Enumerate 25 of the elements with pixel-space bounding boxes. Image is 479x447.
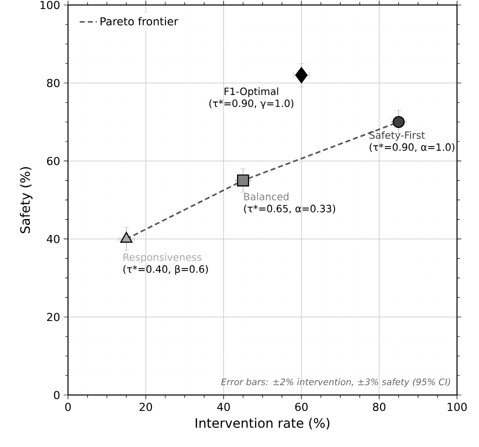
x-tick-label: 60 <box>295 402 308 412</box>
annotation: (τ*=0.40, β=0.6) <box>123 265 208 275</box>
annotation: (τ*=0.65, α=0.33) <box>244 204 336 214</box>
legend-label: Pareto frontier <box>100 16 178 26</box>
x-tick-label: 100 <box>448 402 467 412</box>
y-tick-label: 100 <box>40 0 60 10</box>
annotation: (τ*=0.90, γ=1.0) <box>209 99 294 109</box>
x-axis-title: Intervention rate (%) <box>196 418 330 430</box>
x-tick-label: 40 <box>217 402 230 412</box>
annotation: Error bars: ±2% intervention, ±3% safety (95% CI) <box>221 378 450 387</box>
y-tick-label: 80 <box>47 78 60 88</box>
y-tick-label: 20 <box>47 312 60 322</box>
y-tick-label: 0 <box>54 390 60 400</box>
x-tick-label: 0 <box>65 402 71 412</box>
series-label: Safety-First <box>370 131 425 141</box>
text: F1-Optimal <box>224 87 278 98</box>
series-label: Balanced <box>244 192 288 200</box>
y-tick-label: 60 <box>47 156 60 166</box>
x-tick-label: 80 <box>372 402 386 412</box>
annotation: (τ*=0.90, α=1.0) <box>370 143 454 152</box>
point <box>295 67 308 84</box>
series-label: Responsiveness <box>124 253 202 263</box>
x-tick-label: 20 <box>140 402 152 412</box>
y-tick-label: 40 <box>46 234 60 244</box>
y-axis-title: Safety (%) <box>20 167 32 234</box>
